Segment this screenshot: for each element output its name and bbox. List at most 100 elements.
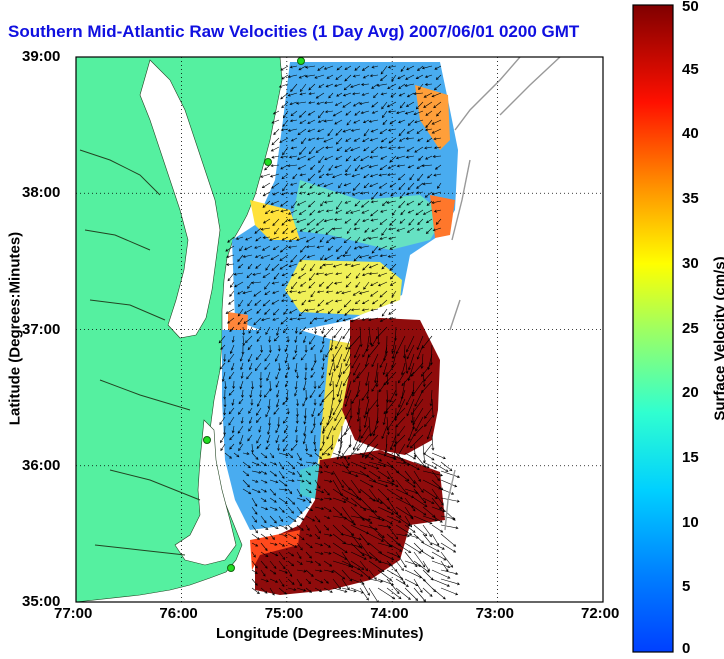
longitude-tick-label: 74:00 <box>370 605 409 622</box>
velocity-arrow <box>295 407 299 418</box>
velocity-arrow <box>423 101 433 108</box>
velocity-arrow <box>366 380 370 400</box>
velocity-arrow <box>332 515 348 520</box>
velocity-arrow <box>344 200 352 204</box>
velocity-arrow <box>270 200 280 205</box>
velocity-arrow <box>377 281 388 287</box>
velocity-arrow <box>323 317 334 322</box>
velocity-arrow <box>368 164 379 169</box>
velocity-arrow <box>350 470 370 478</box>
velocity-arrow <box>278 542 286 547</box>
velocity-arrow <box>359 326 363 348</box>
velocity-arrow <box>344 380 352 399</box>
velocity-arrow <box>404 587 419 601</box>
velocity-arrow <box>305 551 312 559</box>
velocity-arrow <box>251 380 254 390</box>
velocity-arrow <box>301 137 307 145</box>
velocity-arrow <box>307 173 316 182</box>
velocity-arrow <box>440 515 456 520</box>
velocity-arrow <box>262 200 271 208</box>
velocity-arrow <box>260 578 269 583</box>
velocity-arrow <box>413 551 426 568</box>
velocity-arrow <box>368 452 383 462</box>
velocity-arrow <box>283 326 289 334</box>
velocity-arrow <box>368 524 385 539</box>
velocity-arrow <box>275 371 280 380</box>
velocity-arrow <box>297 317 307 321</box>
velocity-arrow <box>261 317 271 322</box>
velocity-arrow <box>304 74 316 78</box>
velocity-arrow <box>273 128 280 136</box>
velocity-arrow <box>335 137 343 145</box>
velocity-arrow <box>234 281 244 288</box>
velocity-arrow <box>313 398 317 406</box>
velocity-arrow <box>387 83 397 89</box>
velocity-arrow <box>304 371 308 381</box>
velocity-arrow <box>287 488 293 495</box>
colorbar-tick-label: 30 <box>682 254 699 272</box>
velocity-arrow <box>313 326 317 335</box>
velocity-arrow <box>316 245 325 249</box>
velocity-arrow <box>325 209 334 213</box>
velocity-arrow <box>422 488 438 499</box>
velocity-arrow <box>272 110 280 115</box>
velocity-arrow <box>298 209 307 215</box>
velocity-arrow <box>362 137 370 142</box>
velocity-arrow <box>334 407 343 422</box>
velocity-arrow <box>287 128 298 132</box>
velocity-arrow <box>350 461 367 470</box>
velocity-arrow <box>327 245 334 251</box>
velocity-arrow <box>231 398 235 406</box>
velocity-arrow <box>269 452 275 459</box>
title-area: Southern Mid-Atlantic Raw Velocities (1 … <box>0 0 630 50</box>
velocity-arrow <box>368 272 379 276</box>
velocity-arrow <box>318 380 325 389</box>
velocity-arrow <box>416 227 424 231</box>
velocity-arrow <box>440 587 459 596</box>
velocity-arrow <box>261 182 271 189</box>
velocity-arrow <box>275 434 280 444</box>
velocity-arrow <box>334 101 343 106</box>
velocity-arrow <box>378 380 388 393</box>
velocity-arrow <box>381 101 388 110</box>
velocity-arrow <box>409 173 415 181</box>
velocity-arrow <box>325 344 334 358</box>
velocity-arrow <box>310 164 316 170</box>
velocity-arrow <box>313 380 317 390</box>
velocity-arrow <box>377 272 388 277</box>
velocity-arrow <box>242 335 246 347</box>
velocity-arrow <box>296 200 307 206</box>
velocity-arrow <box>282 146 289 156</box>
velocity-arrow <box>427 173 433 179</box>
velocity-arrow <box>260 344 263 353</box>
velocity-arrow <box>390 92 397 98</box>
latitude-tick-label: 38:00 <box>22 184 61 202</box>
velocity-arrow <box>362 263 370 271</box>
velocity-arrow <box>424 128 433 132</box>
velocity-arrow <box>332 398 343 416</box>
velocity-arrow <box>399 218 406 224</box>
velocity-arrow <box>282 434 289 443</box>
velocity-arrow <box>404 479 416 488</box>
velocity-arrow <box>358 290 370 295</box>
velocity-arrow <box>244 245 253 251</box>
y-axis-label: Latitude (Degrees:Minutes) <box>6 231 24 426</box>
velocity-arrow <box>341 533 362 541</box>
velocity-arrow <box>398 119 406 124</box>
velocity-arrow <box>256 443 262 449</box>
velocity-arrow <box>363 182 370 189</box>
velocity-arrow <box>345 272 352 279</box>
velocity-arrow <box>270 254 280 260</box>
velocity-arrow <box>278 524 288 529</box>
velocity-arrow <box>378 245 388 251</box>
velocity-arrow <box>302 380 307 391</box>
velocity-arrow <box>309 209 316 216</box>
velocity-arrow <box>257 398 262 407</box>
velocity-arrow <box>251 542 259 547</box>
velocity-arrow <box>323 506 332 512</box>
velocity-arrow <box>287 164 298 168</box>
velocity-arrow <box>299 326 307 335</box>
velocity-arrow <box>352 434 361 451</box>
velocity-arrow <box>281 281 289 287</box>
velocity-arrow <box>440 569 459 575</box>
